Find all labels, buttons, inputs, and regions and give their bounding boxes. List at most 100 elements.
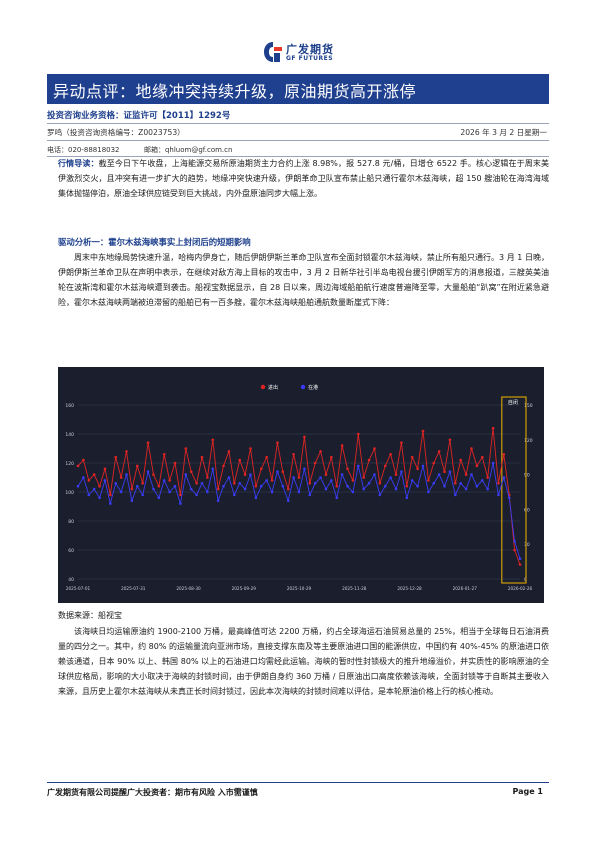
data-point	[103, 467, 107, 471]
data-point	[254, 484, 258, 488]
data-point	[427, 490, 430, 494]
market-guide-lead: 行情导读：	[58, 159, 99, 168]
data-point	[130, 499, 134, 502]
data-point	[152, 487, 155, 491]
data-point	[308, 482, 312, 485]
gf-futures-logo-icon	[264, 42, 282, 62]
data-point	[518, 557, 522, 560]
data-point	[227, 450, 231, 453]
data-point	[470, 447, 473, 450]
data-point	[98, 496, 101, 500]
data-point	[432, 461, 436, 465]
legend-marker	[260, 384, 266, 390]
report-title-bar: 异动点评：地缘冲突持续升级，原油期货高开涨停	[47, 74, 549, 104]
data-point	[276, 470, 279, 473]
data-point	[249, 447, 252, 450]
y2-tick-label: 120	[524, 438, 533, 444]
data-point	[394, 487, 398, 491]
data-point	[400, 470, 403, 473]
data-point	[211, 438, 215, 442]
x-tick-label: 2025-07-01	[66, 586, 91, 591]
data-point	[103, 479, 107, 482]
divider	[47, 123, 549, 124]
data-point	[410, 479, 414, 482]
data-point	[335, 496, 339, 500]
data-point	[173, 461, 177, 465]
data-point	[259, 467, 263, 471]
data-point	[130, 487, 134, 491]
data-point	[383, 464, 387, 468]
data-point	[454, 493, 457, 497]
y2-tick-label: 30	[524, 542, 530, 548]
data-point	[308, 493, 312, 497]
data-point	[168, 479, 171, 482]
data-point	[254, 496, 258, 500]
report-date: 2026 年 3 月 2 日星期一	[460, 128, 547, 137]
contact-line: 电话：020-88818032 邮箱：qhluom@gf.com.cn	[47, 145, 549, 155]
data-point	[319, 476, 322, 479]
divider	[47, 140, 549, 141]
brand-name-en: GF FUTURES	[286, 55, 334, 62]
data-point	[276, 441, 279, 444]
market-guide-paragraph: 行情导读：截至今日下午收盘，上海能源交易所原油期货主力合约上涨 8.98%，报 …	[58, 156, 549, 201]
data-point	[281, 484, 285, 488]
y2-tick-label: 60	[524, 507, 530, 513]
page-number: Page 1	[512, 787, 543, 796]
vessel-traffic-chart: 40 60 80 100 120 140 160 0 30 60 90 120 150 2025-07-0…	[58, 367, 544, 603]
data-point	[394, 473, 398, 476]
section-title: 驱动分析一：霍尔木兹海峡事实上封闭后的短期影响	[58, 237, 251, 247]
data-point	[362, 487, 365, 491]
data-point	[238, 458, 242, 462]
data-point	[184, 473, 188, 476]
data-point	[281, 470, 285, 473]
data-point	[464, 473, 468, 476]
phone: 电话：020-88818032	[47, 146, 120, 154]
data-point	[173, 484, 177, 488]
x-tick-label: 2025-09-29	[232, 586, 257, 591]
footer-divider	[47, 782, 549, 783]
data-point	[157, 484, 161, 488]
data-point	[389, 476, 392, 479]
data-point	[114, 455, 118, 459]
data-point	[480, 455, 484, 459]
data-point	[502, 453, 506, 456]
analyst-name: 罗鸣（投资咨询资格编号：Z0023753）	[47, 128, 185, 137]
data-point	[227, 476, 231, 479]
legend-marker	[300, 384, 306, 390]
data-point	[222, 464, 225, 468]
data-point	[195, 493, 198, 497]
data-point	[76, 484, 80, 488]
email: 邮箱：qhluom@gf.com.cn	[143, 146, 233, 154]
data-point	[410, 455, 414, 459]
y-tick-label: 80	[68, 519, 74, 525]
data-point	[421, 429, 425, 433]
data-point	[109, 502, 112, 505]
x-tick-label: 2025-08-30	[176, 586, 201, 591]
data-point	[330, 455, 333, 459]
data-point	[475, 484, 479, 488]
legend-label: 在港	[308, 384, 318, 391]
data-point	[162, 479, 166, 482]
data-point	[98, 484, 101, 488]
data-point	[125, 473, 128, 476]
data-point	[211, 467, 215, 471]
data-point	[152, 473, 155, 476]
y-tick-label: 160	[65, 403, 74, 409]
data-point	[303, 467, 306, 471]
data-point	[303, 435, 306, 439]
data-point	[351, 479, 355, 482]
data-point	[233, 493, 236, 497]
y2-tick-label: 90	[524, 473, 530, 479]
data-point	[114, 482, 118, 485]
data-point	[265, 479, 268, 482]
data-point	[195, 482, 198, 485]
data-point	[179, 493, 182, 497]
data-point	[270, 490, 274, 494]
data-point	[206, 476, 209, 479]
qualification-line: 投资咨询业务资格：证监许可【2011】1292号	[47, 111, 231, 121]
data-point	[378, 493, 382, 497]
data-point	[373, 447, 376, 450]
data-point	[119, 476, 123, 479]
data-point	[443, 484, 446, 488]
x-tick-label: 2026-02-26	[508, 586, 533, 591]
